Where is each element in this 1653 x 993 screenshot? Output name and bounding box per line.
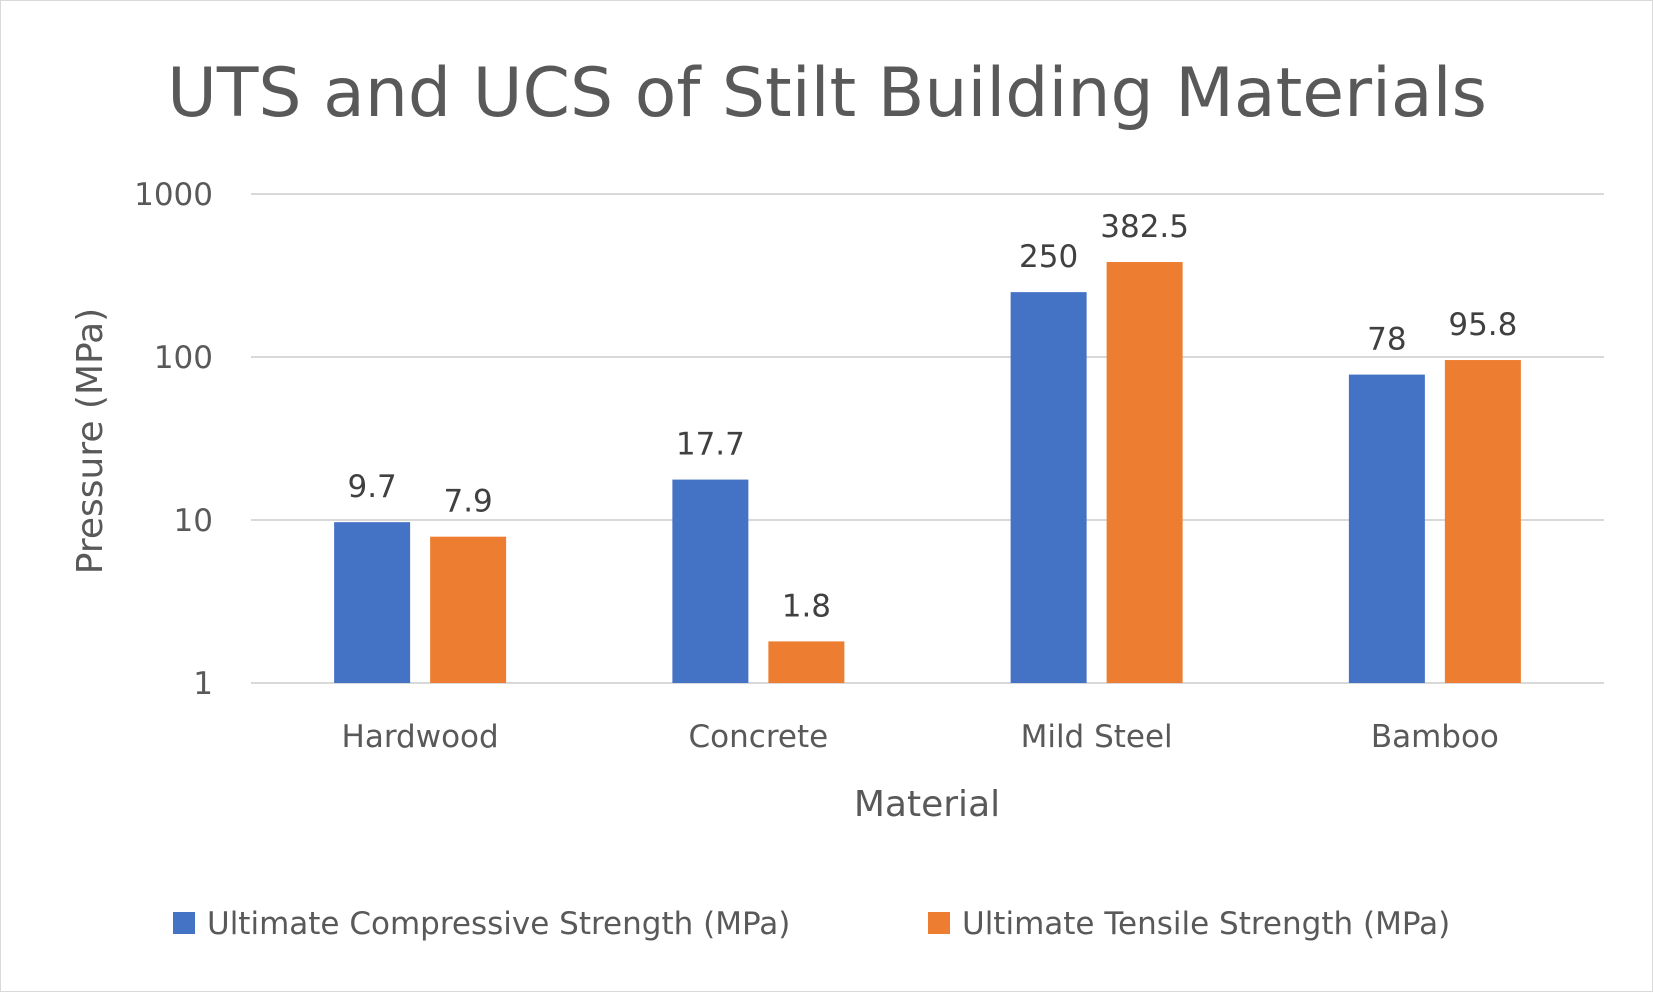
x-tick-label: Bamboo: [1371, 719, 1499, 755]
x-tick-label: Concrete: [689, 719, 829, 755]
x-tick-label: Mild Steel: [1021, 719, 1173, 755]
y-tick-label: 1000: [134, 177, 213, 213]
legend: Ultimate Compressive Strength (MPa) Ultim…: [173, 906, 1450, 942]
legend-label: Ultimate Compressive Strength (MPa): [207, 906, 790, 942]
bar-1-2: [1106, 262, 1183, 683]
data-label: 17.7: [676, 427, 745, 463]
bars: [334, 262, 1521, 683]
data-label: 95.8: [1448, 307, 1517, 343]
x-tick-label: Hardwood: [342, 719, 499, 755]
y-tick-label: 1: [193, 666, 213, 702]
y-axis-title: Pressure (MPa): [70, 308, 111, 574]
data-label: 382.5: [1100, 209, 1189, 245]
legend-swatch-1: [928, 912, 950, 934]
bar-1-1: [768, 641, 845, 683]
data-label: 1.8: [782, 588, 831, 624]
bar-1-0: [430, 536, 507, 683]
data-label: 78: [1367, 322, 1406, 358]
data-label: 250: [1019, 239, 1078, 275]
bar-0-3: [1348, 374, 1425, 683]
bar-0-2: [1010, 292, 1087, 683]
x-axis-categories: Hardwood Concrete Mild Steel Bamboo: [342, 719, 1499, 755]
data-labels: 9.7 7.9 17.7 1.8 250 382.5 78 95.8: [347, 209, 1517, 624]
y-axis-ticks: 1 10 100 1000: [134, 177, 213, 702]
legend-label: Ultimate Tensile Strength (MPa): [962, 906, 1450, 942]
bar-0-1: [672, 479, 749, 683]
data-label: 7.9: [443, 484, 492, 520]
bar-0-0: [334, 522, 411, 683]
y-tick-label: 100: [154, 340, 213, 376]
bar-1-3: [1444, 360, 1521, 683]
data-label: 9.7: [347, 469, 396, 505]
legend-swatch-0: [173, 912, 195, 934]
chart-title: UTS and UCS of Stilt Building Materials: [167, 54, 1487, 133]
x-axis-title: Material: [854, 784, 1000, 825]
y-tick-label: 10: [174, 503, 213, 539]
